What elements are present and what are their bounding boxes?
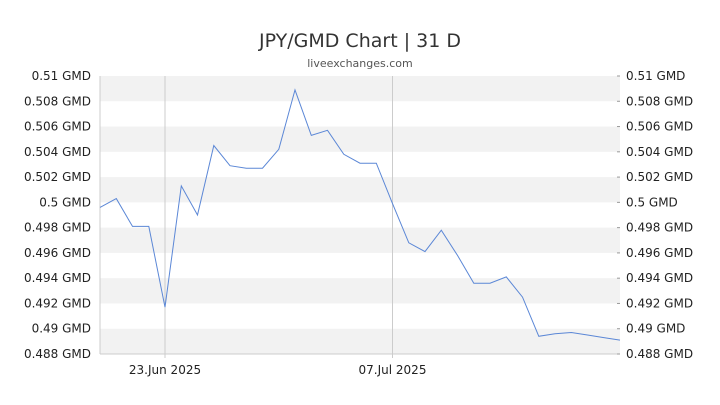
y-tick-label-left: 0.488 GMD (24, 347, 91, 361)
grid-band (100, 126, 620, 152)
y-tick-label-left: 0.494 GMD (24, 271, 91, 285)
x-tick-label: 07.Jul 2025 (359, 363, 427, 377)
y-tick-label-right: 0.494 GMD (626, 271, 693, 285)
grid-band (100, 76, 620, 102)
y-tick-label-right: 0.51 GMD (626, 69, 685, 83)
y-tick-label-left: 0.492 GMD (24, 296, 91, 310)
grid-band (100, 227, 620, 253)
y-tick-label-left: 0.502 GMD (24, 170, 91, 184)
y-tick-label-left: 0.496 GMD (24, 246, 91, 260)
grid-band (100, 278, 620, 304)
y-tick-label-right: 0.504 GMD (626, 145, 693, 159)
grid-band (100, 328, 620, 354)
y-tick-label-right: 0.498 GMD (626, 221, 693, 235)
x-tick-label: 23.Jun 2025 (129, 363, 201, 377)
grid-band (100, 177, 620, 203)
y-tick-label-right: 0.502 GMD (626, 170, 693, 184)
y-tick-label-right: 0.488 GMD (626, 347, 693, 361)
y-tick-label-right: 0.49 GMD (626, 322, 685, 336)
y-tick-label-left: 0.498 GMD (24, 221, 91, 235)
y-tick-label-left: 0.49 GMD (32, 322, 91, 336)
grid-bands (100, 76, 620, 354)
series-line (99, 88, 621, 341)
y-tick-label-left: 0.508 GMD (24, 94, 91, 108)
y-tick-label-left: 0.506 GMD (24, 120, 91, 134)
chart-subtitle: liveexchanges.com (307, 57, 412, 70)
y-tick-label-left: 0.51 GMD (32, 69, 91, 83)
y-tick-label-right: 0.492 GMD (626, 296, 693, 310)
series-lines (99, 88, 621, 341)
y-tick-label-right: 0.508 GMD (626, 94, 693, 108)
chart-title: JPY/GMD Chart | 31 D (258, 30, 461, 52)
x-tick-labels: 23.Jun 2025 07.Jul 2025 (129, 363, 427, 377)
y-tick-label-left: 0.5 GMD (39, 195, 91, 209)
y-tick-labels-left: 0.488 GMD 0.49 GMD 0.492 GMD 0.494 GMD 0.496… (24, 69, 91, 361)
y-tick-label-right: 0.5 GMD (626, 195, 678, 209)
y-tick-labels-right: 0.488 GMD 0.49 GMD 0.492 GMD 0.494 GMD 0.496… (617, 69, 693, 361)
y-tick-label-left: 0.504 GMD (24, 145, 91, 159)
y-tick-label-right: 0.506 GMD (626, 120, 693, 134)
vertical-gridlines (164, 76, 393, 358)
y-tick-label-right: 0.496 GMD (626, 246, 693, 260)
